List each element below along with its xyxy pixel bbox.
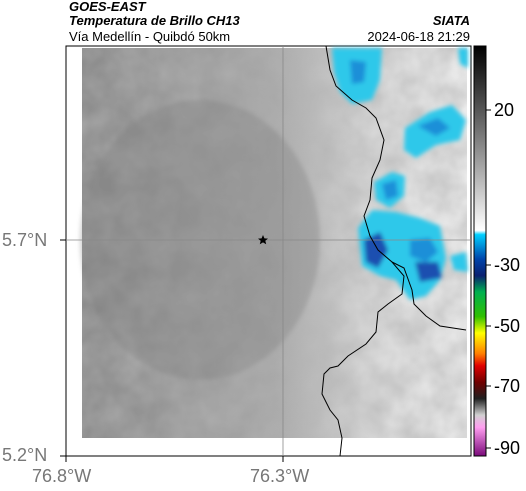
axis-ticks xyxy=(60,239,284,462)
colorbar-ticks xyxy=(486,109,491,449)
colorbar-tick-20: 20 xyxy=(494,100,515,120)
route-subtitle: Vía Medellín - Quibdó 50km xyxy=(69,29,231,44)
colorbar-tick-minus90: -90 xyxy=(494,438,521,458)
timestamp: 2024-06-18 21:29 xyxy=(367,29,470,44)
department-boundary-east xyxy=(391,261,467,331)
lat-label-5-7: 5.7°N xyxy=(2,230,48,250)
product-title: Temperatura de Brillo CH13 xyxy=(69,13,240,28)
colorbar-tick-minus30: -30 xyxy=(494,255,521,275)
brightness-temperature-field xyxy=(80,48,468,438)
star-marker xyxy=(258,235,268,245)
satellite-title: GOES-EAST xyxy=(69,0,146,14)
lat-label-5-2: 5.2°N xyxy=(2,445,48,465)
source-label: SIATA xyxy=(432,13,470,28)
colorbar-tick-minus70: -70 xyxy=(494,376,521,396)
department-boundary xyxy=(321,45,405,457)
colorbar xyxy=(473,45,487,457)
colorbar-tick-minus50: -50 xyxy=(494,316,521,336)
lon-label-76-3: 76.3°W xyxy=(250,466,310,486)
lon-label-76-8: 76.8°W xyxy=(32,466,92,486)
